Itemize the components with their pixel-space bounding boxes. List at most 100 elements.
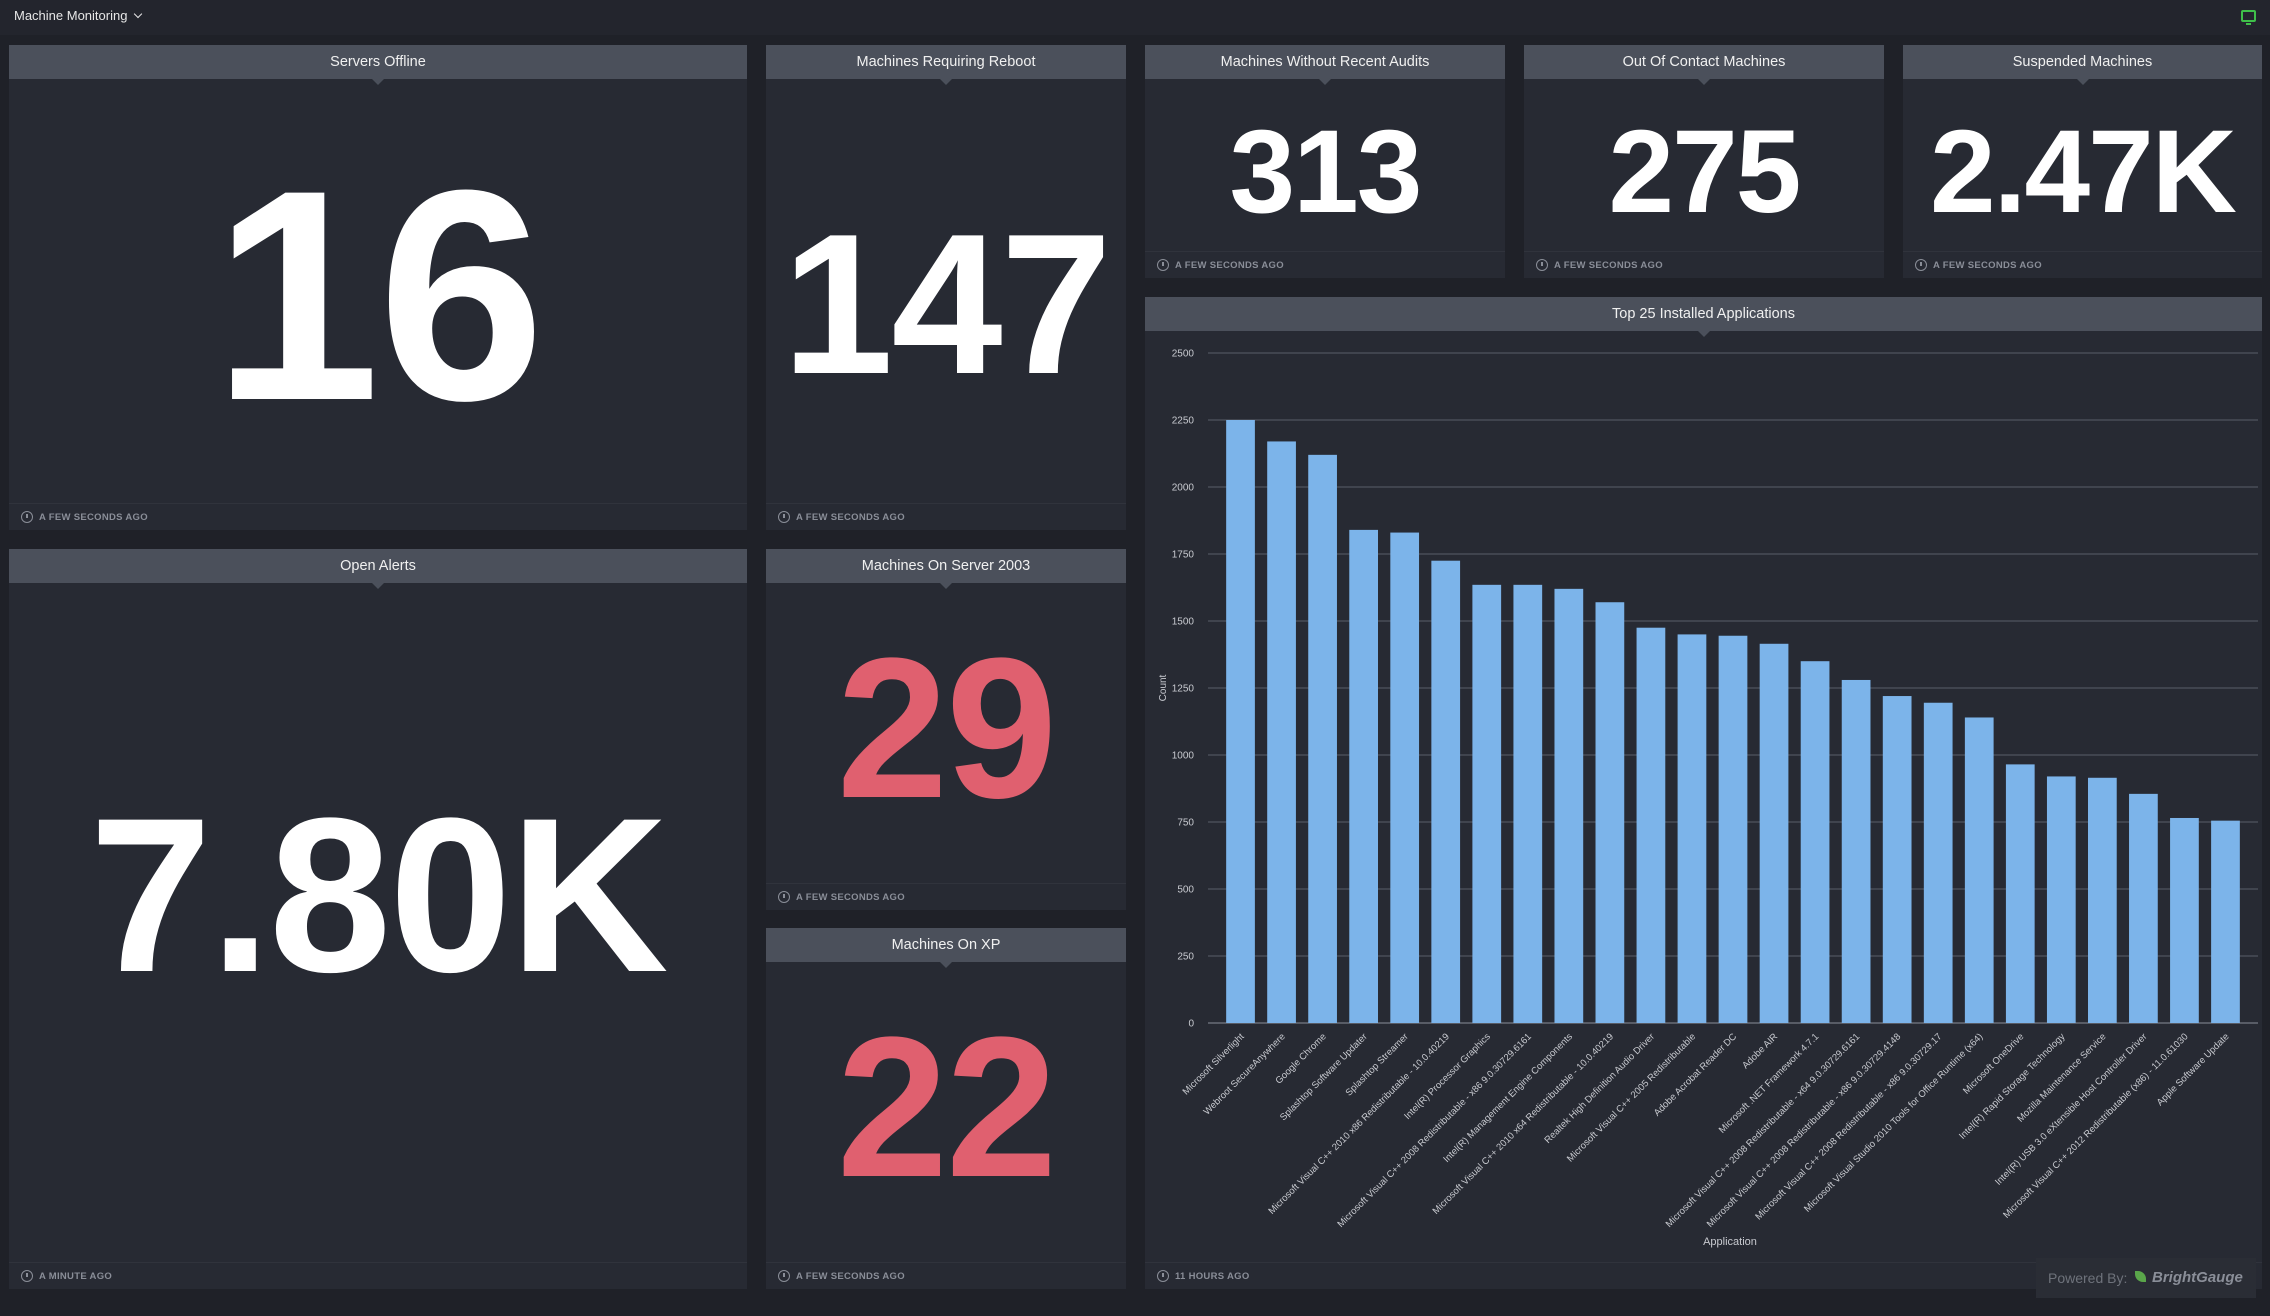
clock-icon (778, 891, 790, 903)
last-updated: A FEW SECONDS AGO (796, 892, 905, 903)
widget-title: Open Alerts (9, 549, 747, 589)
clock-icon (21, 1270, 33, 1282)
bar[interactable] (1964, 717, 1994, 1023)
bar[interactable] (1267, 441, 1296, 1023)
chevron-down-icon (134, 9, 143, 19)
y-tick-label: 1250 (1172, 684, 1195, 695)
x-tick-label: Microsoft Visual C++ 2012 Redistributabl… (2001, 1031, 2190, 1220)
clock-icon (1157, 259, 1169, 271)
metric-value: 313 (1229, 106, 1423, 238)
bar[interactable] (1554, 588, 1584, 1023)
bar[interactable] (1349, 529, 1379, 1023)
bar[interactable] (2005, 764, 2035, 1023)
y-tick-label: 1000 (1172, 751, 1195, 762)
y-tick-label: 750 (1177, 818, 1194, 829)
y-tick-label: 0 (1188, 1019, 1194, 1030)
widget-machines-requiring-reboot[interactable]: Machines Requiring Reboot 147 A FEW SECO… (766, 45, 1126, 530)
widget-title: Machines Without Recent Audits (1145, 45, 1505, 85)
widget-footer: 11 HOURS AGO (1145, 1262, 2262, 1289)
y-tick-label: 2250 (1172, 416, 1195, 427)
top-bar: Machine Monitoring (0, 0, 2270, 35)
last-updated: 11 HOURS AGO (1175, 1271, 1250, 1282)
metric-value: 29 (836, 617, 1057, 840)
bar[interactable] (2087, 777, 2117, 1023)
x-tick-label: Microsoft Visual C++ 2008 Redistributabl… (1664, 1031, 1862, 1229)
widget-suspended-machines[interactable]: Suspended Machines 2.47K A FEW SECONDS A… (1903, 45, 2262, 278)
metric-value: 22 (836, 996, 1057, 1219)
bar[interactable] (1882, 696, 1912, 1023)
brand-name: BrightGauge (2152, 1269, 2243, 1286)
bar-chart: 0 250 500 750 1000 1250 1500 1750 2000 2250 2500 Mi… (1158, 349, 2258, 1248)
x-tick-label: Adobe Acrobat Reader DC (1652, 1031, 1739, 1118)
bar[interactable] (2211, 820, 2240, 1023)
bar[interactable] (1390, 532, 1420, 1023)
bar[interactable] (1718, 635, 1748, 1023)
widget-footer: A FEW SECONDS AGO (1524, 251, 1884, 278)
last-updated: A FEW SECONDS AGO (1175, 260, 1284, 271)
last-updated: A FEW SECONDS AGO (1933, 260, 2042, 271)
widget-machines-on-server-2003[interactable]: Machines On Server 2003 29 A FEW SECONDS… (766, 549, 1126, 910)
widget-title: Machines On Server 2003 (766, 549, 1126, 589)
x-tick-label: Intel(R) USB 3.0 eXtensible Host Control… (1993, 1031, 2149, 1187)
bar[interactable] (1513, 584, 1543, 1023)
clock-icon (1915, 259, 1927, 271)
widget-title: Machines Requiring Reboot (766, 45, 1126, 85)
widget-footer: A MINUTE AGO (9, 1262, 747, 1289)
bar[interactable] (1308, 454, 1337, 1024)
bar[interactable] (2046, 776, 2076, 1023)
monitor-icon[interactable] (2241, 10, 2256, 25)
metric-value: 275 (1608, 106, 1802, 238)
bar[interactable] (1226, 420, 1255, 1023)
metric-value: 16 (213, 127, 545, 463)
bar[interactable] (1431, 560, 1461, 1023)
widget-servers-offline[interactable]: Servers Offline 16 A FEW SECONDS AGO (9, 45, 747, 530)
metric-value: 147 (782, 193, 1112, 416)
bar[interactable] (2170, 817, 2199, 1023)
widget-machines-without-recent-audits[interactable]: Machines Without Recent Audits 313 A FEW… (1145, 45, 1505, 278)
last-updated: A FEW SECONDS AGO (1554, 260, 1663, 271)
widget-footer: A FEW SECONDS AGO (1145, 251, 1505, 278)
x-tick-label: Adobe AIR (1740, 1031, 1780, 1071)
metric-value: 2.47K (1930, 106, 2237, 238)
y-tick-label: 2000 (1172, 483, 1195, 494)
y-tick-label: 2500 (1172, 349, 1195, 360)
x-axis-label: Application (1703, 1236, 1757, 1248)
bar[interactable] (1636, 627, 1666, 1023)
bar[interactable] (1800, 661, 1830, 1023)
widget-title: Machines On XP (766, 928, 1126, 968)
widget-title: Out Of Contact Machines (1524, 45, 1884, 85)
clock-icon (21, 511, 33, 523)
x-tick-label: Microsoft Visual C++ 2008 Redistributabl… (1335, 1031, 1533, 1229)
clock-icon (778, 1270, 790, 1282)
widget-footer: A FEW SECONDS AGO (1903, 251, 2262, 278)
widget-top-25-installed-applications[interactable]: Top 25 Installed Applications 0 250 500 750… (1145, 297, 2262, 1289)
metric-value: 7.80K (89, 772, 668, 1018)
bar[interactable] (2129, 793, 2158, 1023)
dashboard-selector[interactable]: Machine Monitoring (14, 8, 143, 23)
bar[interactable] (1595, 602, 1625, 1023)
bar[interactable] (1841, 679, 1871, 1023)
widget-title: Top 25 Installed Applications (1145, 297, 2262, 337)
last-updated: A MINUTE AGO (39, 1271, 113, 1282)
bar[interactable] (1677, 634, 1707, 1023)
widget-machines-on-xp[interactable]: Machines On XP 22 A FEW SECONDS AGO (766, 928, 1126, 1289)
bar[interactable] (1923, 702, 1953, 1023)
y-tick-label: 250 (1177, 952, 1194, 963)
widget-title: Suspended Machines (1903, 45, 2262, 85)
last-updated: A FEW SECONDS AGO (796, 512, 905, 523)
x-tick-label: Microsoft Visual C++ 2008 Redistributabl… (1705, 1031, 1903, 1229)
powered-by-badge[interactable]: Powered By: BrightGauge (2036, 1258, 2256, 1298)
widget-open-alerts[interactable]: Open Alerts 7.80K A MINUTE AGO (9, 549, 747, 1289)
widget-footer: A FEW SECONDS AGO (766, 1262, 1126, 1289)
last-updated: A FEW SECONDS AGO (39, 512, 148, 523)
y-tick-label: 1500 (1172, 617, 1195, 628)
widget-footer: A FEW SECONDS AGO (766, 883, 1126, 910)
y-tick-label: 1750 (1172, 550, 1195, 561)
bar[interactable] (1472, 584, 1502, 1023)
widget-footer: A FEW SECONDS AGO (9, 503, 747, 530)
widget-out-of-contact-machines[interactable]: Out Of Contact Machines 275 A FEW SECOND… (1524, 45, 1884, 278)
x-tick-label: Webroot SecureAnywhere (1202, 1031, 1288, 1117)
widget-title: Servers Offline (9, 45, 747, 85)
bar[interactable] (1759, 643, 1789, 1023)
clock-icon (1157, 1270, 1169, 1282)
